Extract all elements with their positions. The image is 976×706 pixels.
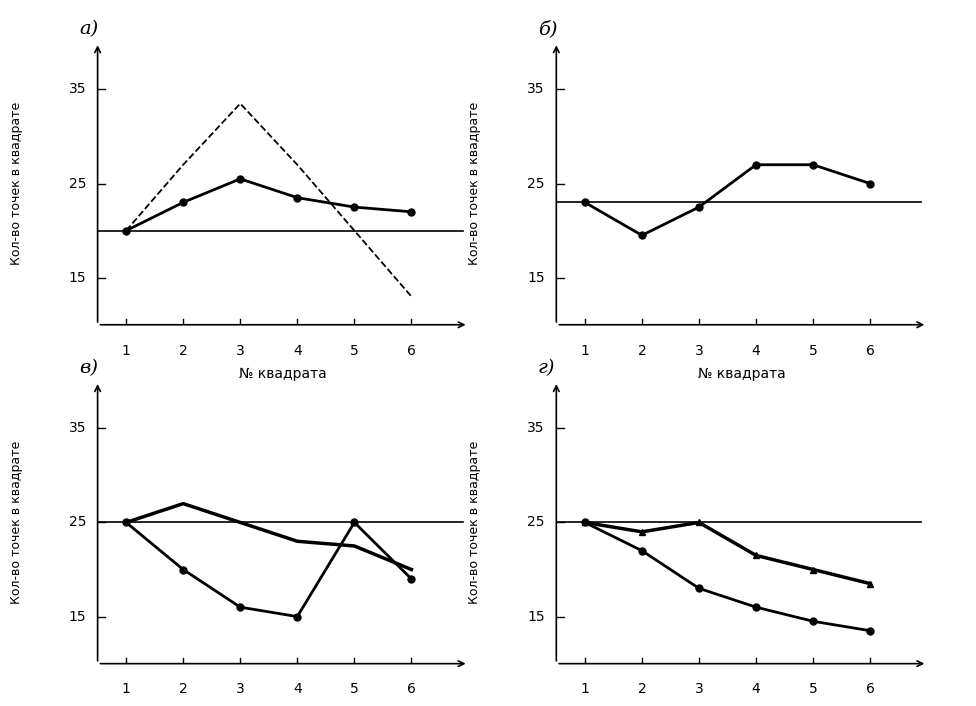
Text: 35: 35 (527, 421, 545, 436)
Text: 6: 6 (407, 344, 416, 357)
Text: Кол-во точек в квадрате: Кол-во точек в квадрате (468, 441, 481, 604)
Text: 2: 2 (637, 683, 646, 696)
Text: 35: 35 (527, 83, 545, 97)
Text: Кол-во точек в квадрате: Кол-во точек в квадрате (468, 102, 481, 265)
Text: 15: 15 (527, 270, 545, 285)
Text: 2: 2 (179, 683, 187, 696)
Text: б): б) (538, 20, 557, 37)
Text: 15: 15 (68, 270, 86, 285)
Text: 25: 25 (68, 176, 86, 191)
Text: 3: 3 (236, 344, 245, 357)
Text: № квадрата: № квадрата (239, 367, 327, 381)
Text: 5: 5 (809, 683, 818, 696)
Text: 15: 15 (68, 609, 86, 623)
Text: а): а) (79, 20, 99, 37)
Text: 3: 3 (236, 683, 245, 696)
Text: 25: 25 (527, 515, 545, 530)
Text: 25: 25 (68, 515, 86, 530)
Text: 4: 4 (752, 683, 760, 696)
Text: 4: 4 (293, 683, 302, 696)
Text: 4: 4 (293, 344, 302, 357)
Text: 3: 3 (695, 344, 704, 357)
Text: Кол-во точек в квадрате: Кол-во точек в квадрате (10, 102, 22, 265)
Text: 2: 2 (637, 344, 646, 357)
Text: 1: 1 (122, 683, 131, 696)
Text: 25: 25 (527, 176, 545, 191)
Text: 35: 35 (68, 421, 86, 436)
Text: 6: 6 (407, 683, 416, 696)
Text: 2: 2 (179, 344, 187, 357)
Text: 5: 5 (350, 683, 359, 696)
Text: Кол-во точек в квадрате: Кол-во точек в квадрате (10, 441, 22, 604)
Text: 4: 4 (752, 344, 760, 357)
Text: 1: 1 (581, 683, 590, 696)
Text: 6: 6 (866, 344, 874, 357)
Text: № квадрата: № квадрата (698, 367, 786, 381)
Text: 1: 1 (581, 344, 590, 357)
Text: 5: 5 (350, 344, 359, 357)
Text: 5: 5 (809, 344, 818, 357)
Text: 35: 35 (68, 83, 86, 97)
Text: 3: 3 (695, 683, 704, 696)
Text: г): г) (538, 359, 555, 376)
Text: 1: 1 (122, 344, 131, 357)
Text: 15: 15 (527, 609, 545, 623)
Text: в): в) (79, 359, 98, 376)
Text: 6: 6 (866, 683, 874, 696)
